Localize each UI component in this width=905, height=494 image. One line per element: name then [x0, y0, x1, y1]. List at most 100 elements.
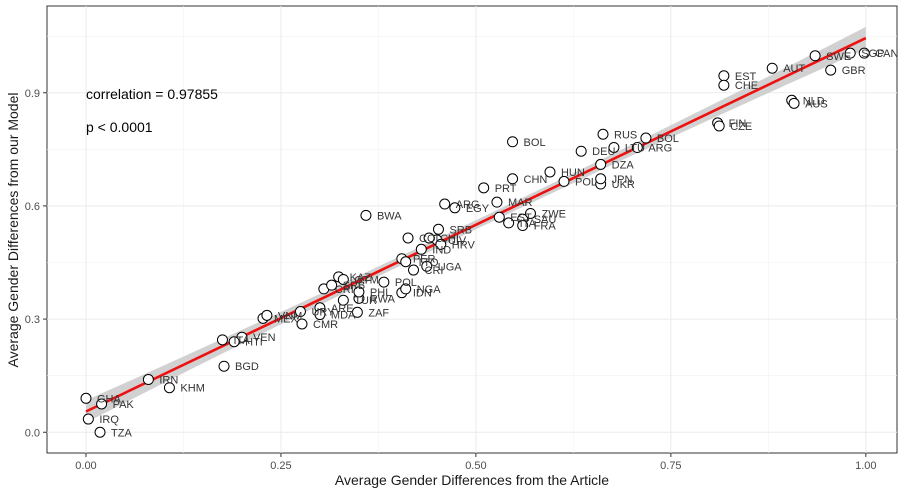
point-label: UKR: [612, 179, 635, 191]
data-point: [558, 175, 570, 187]
data-point: [163, 382, 175, 394]
data-point: [218, 360, 230, 372]
point-label: ARG: [456, 199, 480, 211]
point-label: TTO: [417, 257, 439, 269]
points: [80, 47, 870, 438]
data-point: [439, 198, 451, 210]
point-label: PAK: [113, 399, 135, 411]
data-point: [766, 62, 778, 74]
data-point: [294, 306, 306, 318]
x-tick-label: 1.00: [855, 460, 876, 472]
data-point: [353, 286, 365, 298]
point-label: VEN: [253, 332, 276, 344]
data-point: [608, 141, 620, 153]
point-label: DEU: [592, 146, 615, 158]
point-label: CHE: [735, 80, 758, 92]
point-label: TUR: [354, 295, 377, 307]
point-label: CZE: [730, 121, 752, 133]
data-point: [402, 232, 414, 244]
data-point: [575, 145, 587, 157]
y-tick-label: 0.6: [25, 201, 40, 213]
point-label: CAN: [875, 48, 898, 60]
point-label: GBR: [842, 65, 866, 77]
point-label: BGD: [235, 361, 259, 373]
point-label: RUS: [614, 129, 637, 141]
data-point: [80, 392, 92, 404]
point-label: IRQ: [99, 414, 119, 426]
point-label: AUT: [783, 63, 805, 75]
data-point: [503, 217, 515, 229]
data-point: [595, 158, 607, 170]
data-point: [326, 279, 338, 291]
point-label: NGA: [417, 284, 442, 296]
point-label: URY: [311, 307, 335, 319]
data-point: [261, 309, 273, 321]
point-label: FIN: [729, 118, 747, 130]
data-point: [478, 182, 490, 194]
point-label: SRB: [343, 280, 366, 292]
data-point: [544, 166, 556, 178]
y-tick-label: 0.0: [25, 427, 40, 439]
point-label: KAZ: [350, 272, 372, 284]
point-label: VNM: [278, 310, 302, 322]
data-point: [597, 128, 609, 140]
point-label: MDA: [331, 310, 356, 322]
point-label: DZA: [612, 159, 635, 171]
data-point: [378, 276, 390, 288]
point-label: EST: [510, 212, 532, 224]
data-point: [718, 79, 730, 91]
point-label: RWA: [370, 293, 396, 305]
data-point: [713, 120, 725, 132]
point-label: JPN: [612, 174, 633, 186]
fit-line: [85, 36, 867, 413]
point-label: MAR: [508, 197, 532, 209]
point-label: CMR: [313, 319, 338, 331]
data-point: [96, 398, 108, 410]
point-label: NLD: [803, 95, 825, 107]
point-label: CIV: [448, 235, 467, 247]
data-point: [228, 336, 240, 348]
x-tick-label: 0.75: [660, 460, 681, 472]
data-point: [337, 294, 349, 306]
data-point: [337, 273, 349, 285]
point-label: ITA: [520, 218, 537, 230]
point-label: GHA: [97, 393, 122, 405]
point-label: SAU: [534, 214, 557, 226]
point-label: TZA: [111, 427, 132, 439]
data-point: [82, 413, 94, 425]
data-point: [435, 238, 447, 250]
point-label: HRV: [452, 239, 476, 251]
regression-line: [85, 36, 867, 413]
point-label: CHN: [524, 174, 548, 186]
data-point: [351, 306, 363, 318]
point-label: PHL: [370, 287, 391, 299]
data-point: [432, 223, 444, 235]
p-value-annotation: p < 0.0001: [86, 119, 153, 135]
point-label: PRT: [495, 183, 517, 195]
grid: [47, 6, 897, 453]
y-axis-title: Average Gender Differences from our Mode…: [5, 93, 21, 368]
correlation-annotation: correlation = 0.97855: [86, 86, 218, 102]
x-tick-label: 0.25: [270, 460, 291, 472]
x-axis-title: Average Gender Differences from the Arti…: [335, 472, 609, 488]
point-label: ZAF: [368, 307, 389, 319]
data-point: [507, 173, 519, 185]
point-label: ARG: [648, 142, 672, 154]
point-label: CHL: [440, 233, 462, 245]
y-tick-label: 0.9: [25, 88, 40, 100]
data-point: [809, 50, 821, 62]
data-point: [449, 202, 461, 214]
point-label: SWE: [826, 51, 851, 63]
point-label: IDN: [413, 288, 432, 300]
data-point: [507, 136, 519, 148]
data-point: [640, 132, 652, 144]
point-label: EGY: [466, 203, 490, 215]
data-point: [421, 260, 433, 272]
data-point: [595, 173, 607, 185]
data-point: [400, 283, 412, 295]
point-label: LTU: [625, 142, 645, 154]
point-label: COL: [419, 233, 442, 245]
data-point: [142, 373, 154, 385]
data-point: [415, 243, 427, 255]
